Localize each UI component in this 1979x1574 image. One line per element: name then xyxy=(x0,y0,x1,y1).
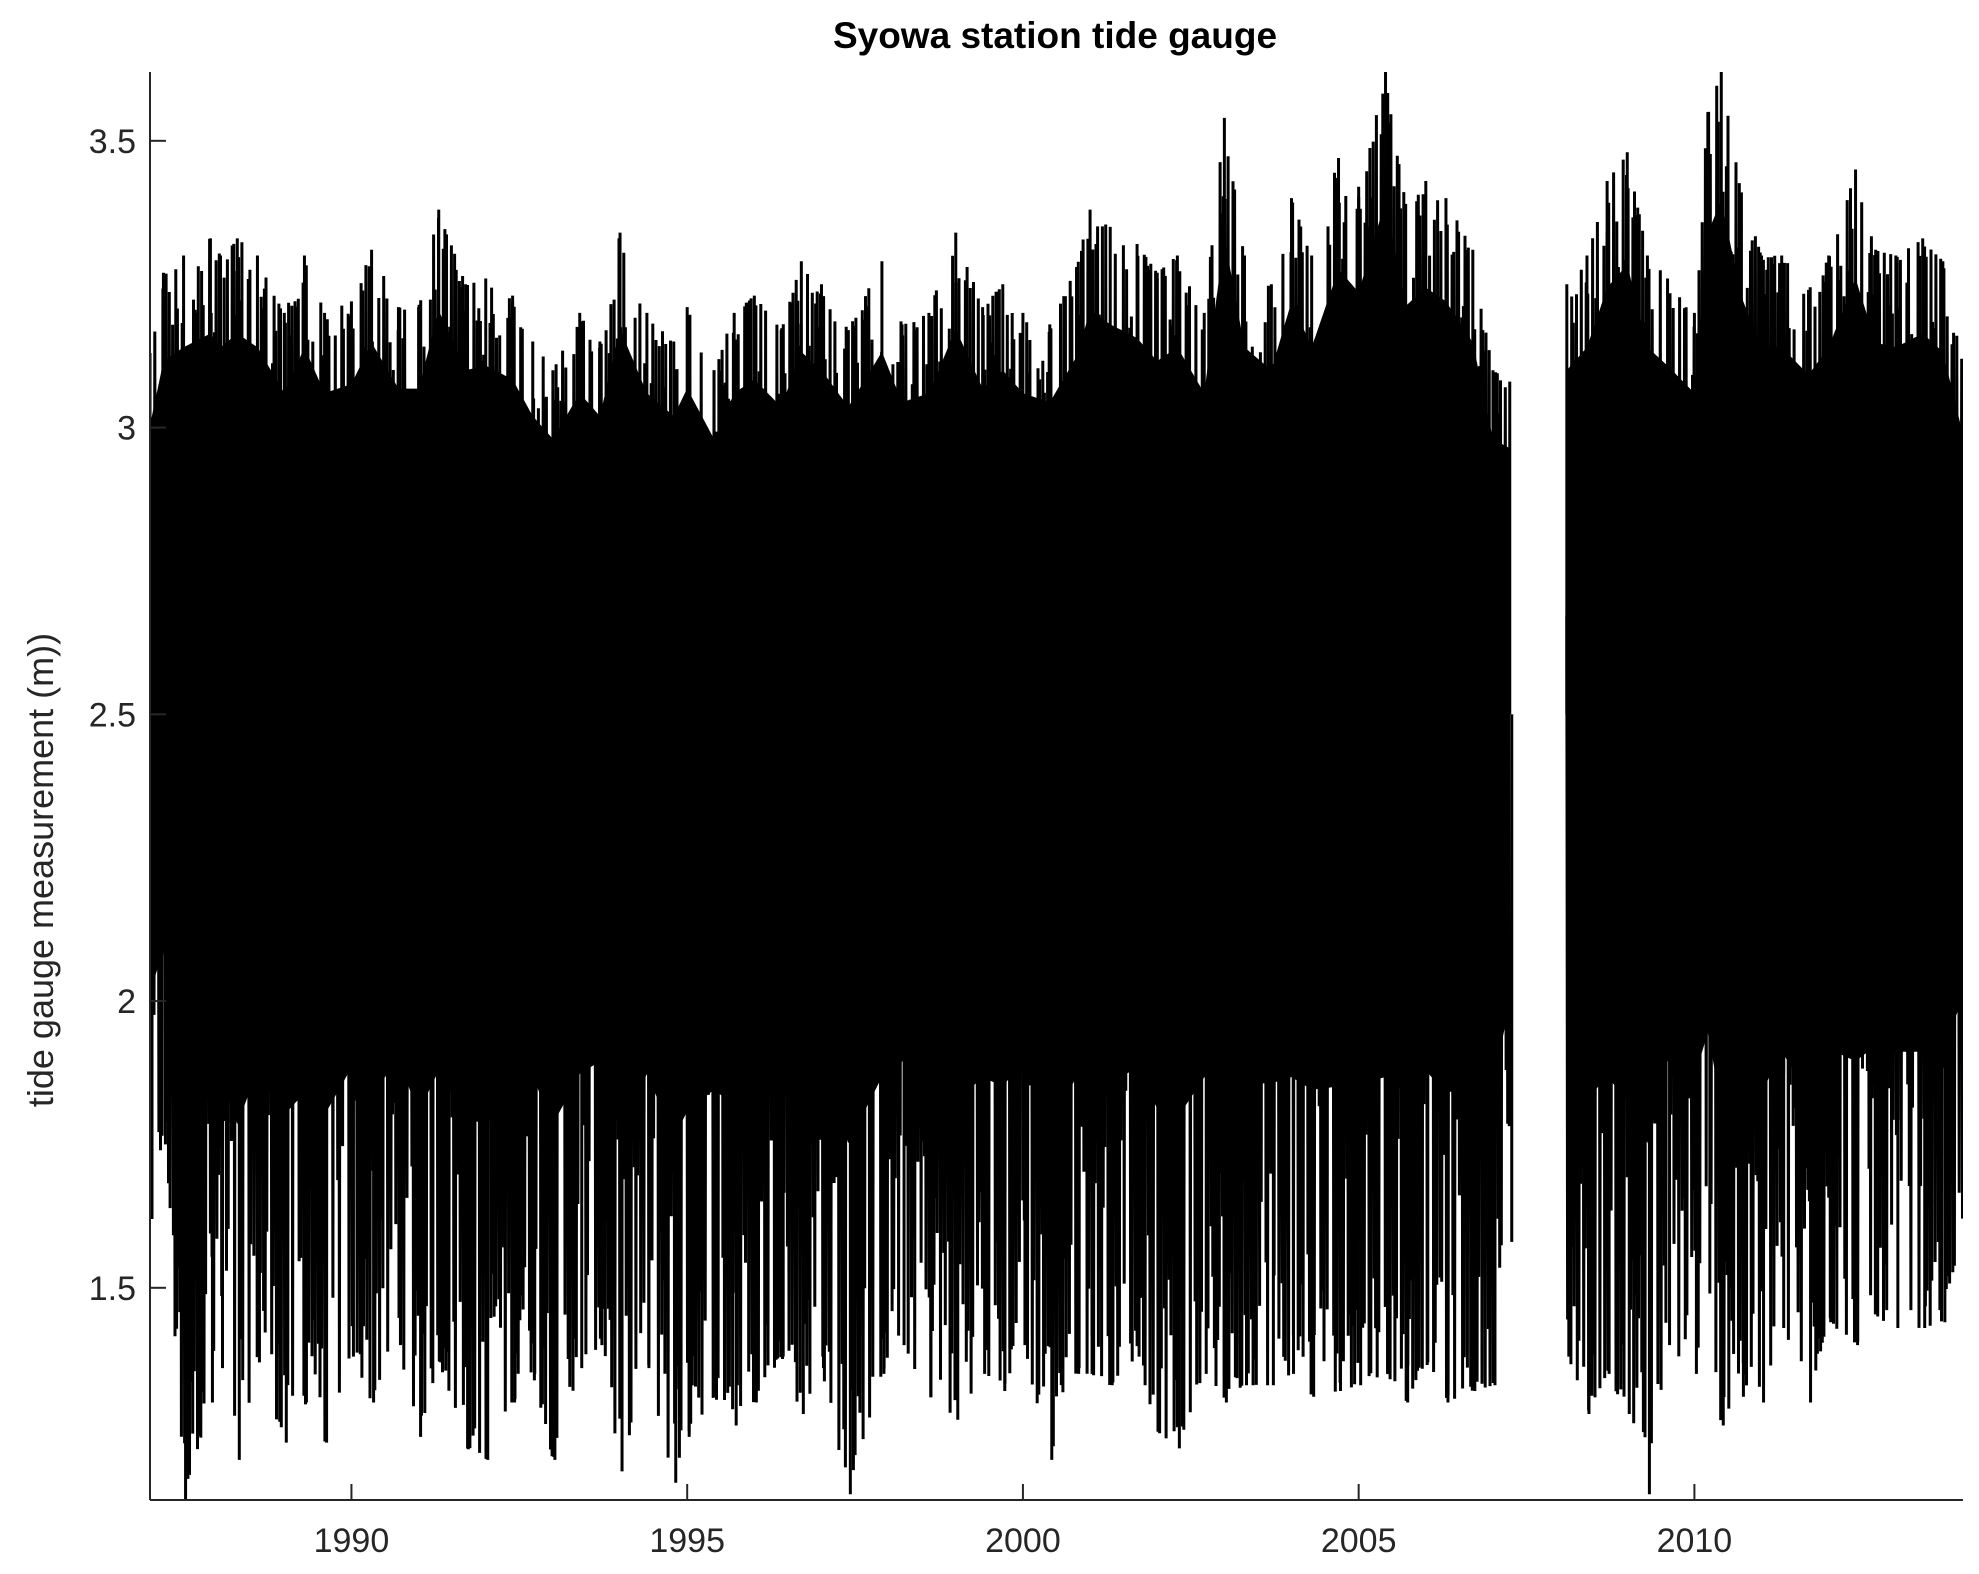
chart-title: Syowa station tide gauge xyxy=(833,15,1277,56)
y-tick-label: 3 xyxy=(117,410,136,448)
tide-series-line-0 xyxy=(150,92,1511,1479)
plot-area xyxy=(150,72,1963,1500)
x-tick-label: 1995 xyxy=(649,1522,725,1560)
x-tick-label: 2000 xyxy=(985,1522,1061,1560)
y-tick-label: 2 xyxy=(117,983,136,1021)
x-tick-label: 2005 xyxy=(1321,1522,1397,1560)
y-tick-label: 3.5 xyxy=(89,123,136,161)
y-tick-label: 2.5 xyxy=(89,696,136,734)
x-tick-label: 1990 xyxy=(314,1522,390,1560)
y-tick-label: 1.5 xyxy=(89,1270,136,1308)
x-tick-label: 2010 xyxy=(1657,1522,1733,1560)
axes: 1990 1995 2000 2005 2010 1.5 2 2.5 3 3.5 xyxy=(89,72,1963,1560)
y-axis-label: tide gauge measurement (m)) xyxy=(20,633,61,1107)
